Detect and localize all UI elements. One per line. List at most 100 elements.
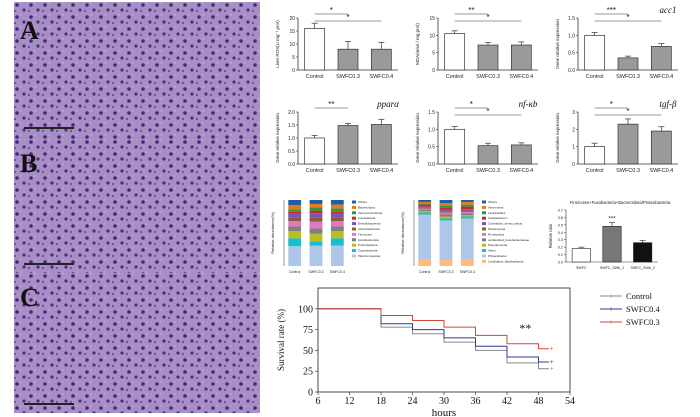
legend-label: Cyanobacteria: [358, 249, 378, 253]
stacked-chart-genus: Relative abundance(%) Control SWFC0.3 SWFC0…: [400, 196, 535, 276]
y-tick-label: 0.5: [428, 145, 435, 151]
stack-segment: [418, 259, 432, 266]
sig-label: **: [468, 6, 474, 15]
x-tick-label: Control: [289, 270, 301, 274]
x-tick-label: SWFC0.3: [616, 168, 640, 174]
y-tick-label: 20: [289, 16, 295, 22]
sig-label: ***: [608, 217, 616, 223]
ratio-bar-chart: Firmicutes+Fusobacteria+Bacteroidota/Pro…: [540, 196, 695, 276]
x-tick-label: 36: [471, 396, 481, 407]
y-tick-label: 1.0: [568, 33, 575, 39]
stack-segment: [439, 209, 453, 212]
y-tick-label: 2.0: [288, 110, 295, 116]
legend-label: Firmicutes: [358, 232, 372, 236]
legend-label: Vibrio: [488, 249, 496, 253]
sig-label: *: [346, 13, 349, 22]
x-tick-label: SWFC0.4: [649, 168, 673, 174]
stack-segment: [288, 238, 302, 247]
legend-swatch: [482, 249, 486, 253]
y-tick-label: 0: [432, 68, 435, 74]
histology-image-b: [14, 139, 260, 273]
x-tick-label: SWFC0.4: [369, 168, 393, 174]
stack-segment: [439, 260, 453, 266]
legend-label: Planctomycetota: [358, 254, 381, 258]
stack-segment: [330, 208, 344, 212]
stack-segment: [460, 210, 474, 212]
legend-swatch: [352, 216, 356, 220]
stack-segment: [309, 221, 323, 229]
y-tick-label: 0.0: [568, 68, 575, 74]
y-tick-label: 5: [292, 55, 295, 61]
bar: [633, 242, 653, 263]
legend-label: Plesiomonas: [488, 227, 506, 231]
x-tick-label: Control: [419, 270, 431, 274]
legend-label: Fusobacteria: [358, 216, 376, 220]
series-line: [318, 308, 549, 370]
bar: [584, 146, 606, 165]
bar: [477, 44, 499, 71]
legend-label: unclassified_Fusobacteriaceae: [488, 238, 530, 242]
bar: [510, 44, 532, 71]
chart-svg: MDA(nmol / mg prot) 0 5 10 15 Control SWFC0.3 S…: [415, 6, 538, 80]
x-tick-label: SWFC0.4: [460, 270, 475, 274]
stack-segment: [330, 204, 344, 209]
stack-segment: [439, 220, 453, 261]
legend-swatch: [352, 249, 356, 253]
stack-segment: [330, 217, 344, 222]
y-tick-label: 2: [572, 127, 575, 133]
y-axis-label: Relative ratio: [548, 223, 553, 248]
legend-marker: +: [609, 307, 613, 314]
sig-label: *: [330, 6, 333, 15]
y-tick-label: 15: [289, 29, 295, 35]
series-end-marker: +: [550, 367, 554, 373]
legend-swatch: [482, 200, 486, 204]
stack-segment: [288, 211, 302, 214]
stack-segment: [460, 204, 474, 207]
stack-segment: [460, 216, 474, 219]
legend-label: Phreatobacter: [488, 254, 507, 258]
legend-label: Pseudomonas: [488, 243, 508, 247]
stack-segment: [460, 215, 474, 217]
stack-segment: [330, 231, 344, 239]
histology-image-a: [14, 2, 260, 139]
stack-segment: [418, 201, 432, 204]
y-tick-label: 0.0: [288, 162, 295, 168]
x-tick-label: SWFC: [576, 266, 587, 270]
stack-segment: [330, 221, 344, 227]
panel-label-a: A: [20, 16, 39, 45]
series-end-marker: +: [550, 347, 554, 353]
x-tick-label: SWFC0.3: [476, 168, 500, 174]
x-tick-label: 24: [408, 396, 418, 407]
chart-svg: Liver ROS(U mg⁻¹ prot) 0 5 10 15 20 Control SWF…: [275, 6, 398, 80]
chart-title: nf-κb: [519, 99, 538, 109]
legend-marker: +: [609, 294, 613, 301]
y-tick-label: 0.0: [558, 261, 563, 265]
y-tick-label: 0.5: [558, 223, 563, 227]
stack-segment: [288, 205, 302, 210]
stack-segment: [288, 200, 302, 206]
sig-label: *: [486, 107, 489, 116]
sig-label: *: [626, 107, 629, 116]
y-axis-label: Relative abundance(%): [270, 212, 275, 254]
stack-segment: [309, 241, 323, 246]
series-line: [318, 308, 549, 363]
chart-svg: tgf-β Gene relative expression 0 1 2 3 Control…: [555, 99, 678, 174]
y-tick-label: 10: [429, 33, 435, 39]
x-tick-label: Control: [586, 168, 604, 174]
legend-swatch: [482, 205, 486, 209]
legend-label: Verrucomicrobiota: [358, 211, 383, 215]
stack-segment: [439, 212, 453, 215]
bar-chart-mda: MDA(nmol / mg prot) 0 5 10 15 Control SWFC0.3 S…: [410, 4, 550, 96]
y-tick-label: 75: [303, 325, 313, 336]
y-axis-label: Gene relative expression: [275, 113, 280, 163]
legend-label: Control: [626, 291, 653, 301]
legend-swatch: [352, 200, 356, 204]
chart-svg: acc1 Gene relative expression 0.0 0.5 1.0 1.5…: [555, 5, 678, 80]
x-tick-label: SWFC0.3: [476, 74, 500, 80]
legend-label: Acidobacteriota: [358, 238, 379, 242]
stack-segment: [418, 204, 432, 207]
legend-label: SWFC0.3: [626, 317, 660, 327]
legend-swatch: [482, 254, 486, 258]
bar: [510, 144, 532, 165]
stack-segment: [309, 245, 323, 266]
